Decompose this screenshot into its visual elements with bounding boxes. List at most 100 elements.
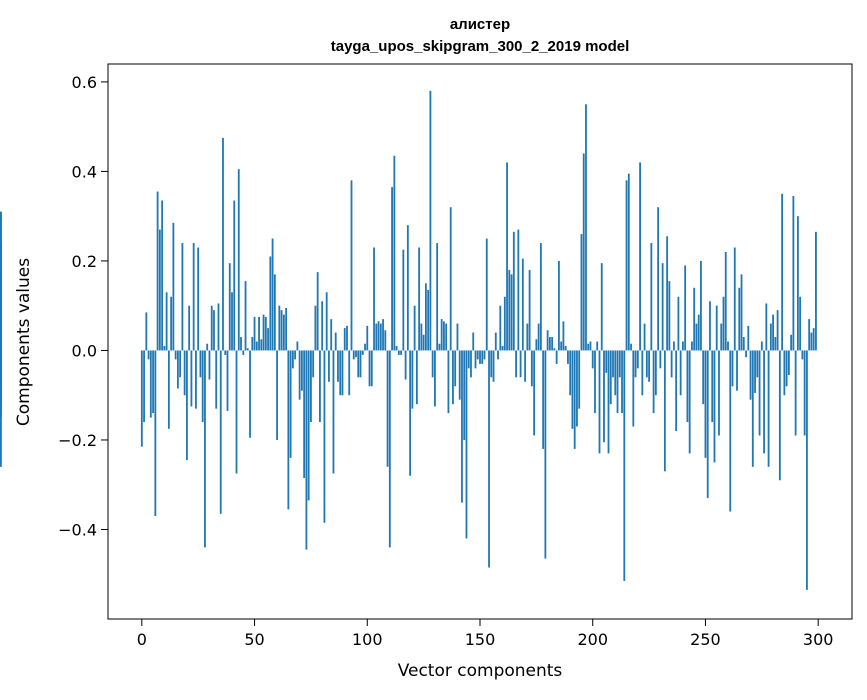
bar-111 (391, 187, 393, 351)
bar-151 (481, 350, 484, 364)
bar-278 (767, 350, 770, 467)
bar-54 (262, 314, 265, 351)
bar-202 (596, 341, 599, 351)
x-tick-label: 50 (244, 630, 264, 649)
bar-182 (551, 337, 554, 351)
bar-177 (539, 243, 542, 351)
bar-10 (163, 345, 166, 351)
bar-153 (485, 238, 488, 351)
bar-176 (537, 323, 540, 351)
bar-276 (763, 350, 765, 454)
x-tick-label: 100 (352, 630, 383, 649)
bar-191 (571, 350, 574, 429)
bar-19 (183, 350, 186, 396)
bar-195 (580, 234, 583, 351)
bar-180 (546, 330, 549, 351)
bar-166 (515, 350, 517, 378)
bar-39 (228, 263, 231, 351)
bar-230 (659, 350, 662, 369)
bar-112 (393, 155, 396, 351)
bar-263 (733, 247, 736, 351)
bar-296 (808, 319, 811, 351)
bar-46 (244, 281, 247, 351)
bar-134 (443, 321, 445, 351)
bar-292 (799, 296, 802, 351)
bar-198 (587, 343, 590, 351)
bar-162 (506, 162, 508, 351)
bar-213 (621, 350, 623, 414)
bar-75 (310, 350, 312, 423)
bar-241 (684, 265, 687, 351)
bar-156 (492, 350, 495, 382)
bar-15 (174, 350, 177, 360)
bar-64 (285, 307, 288, 351)
bar-223 (643, 323, 646, 351)
bar-295 (806, 350, 808, 590)
bar-232 (663, 350, 666, 472)
x-axis-label: Vector components (398, 661, 563, 681)
bar-144 (465, 350, 468, 539)
bar-290 (794, 350, 797, 436)
bar-14 (172, 222, 175, 351)
bar-218 (632, 350, 635, 427)
bar-228 (654, 350, 657, 396)
bar-148 (474, 350, 477, 369)
bar-2 (145, 312, 148, 351)
bar-79 (319, 350, 321, 423)
bars-group (0, 90, 817, 590)
bar-251 (706, 350, 709, 499)
bar-83 (328, 350, 330, 382)
bar-233 (666, 236, 669, 351)
bar-56 (267, 328, 269, 351)
bar-165 (512, 231, 515, 351)
bar-106 (379, 323, 382, 351)
bar-242 (686, 350, 689, 423)
bar-30 (208, 350, 211, 380)
y-tick-label: −0.4 (58, 520, 97, 539)
bar-299 (815, 231, 817, 351)
bar-161 (503, 296, 506, 351)
bar-74 (307, 350, 310, 501)
bar-73 (305, 350, 308, 550)
bar-212 (618, 350, 621, 378)
x-tick-label: 150 (465, 630, 496, 649)
bar-206 (605, 350, 608, 373)
bar-123 (418, 247, 421, 351)
bar-146 (470, 350, 472, 378)
bar-23 (192, 243, 195, 351)
bar-20 (186, 350, 188, 461)
bar-41 (233, 200, 236, 351)
bar-268 (745, 350, 747, 358)
bar-139 (454, 350, 457, 387)
bar-55 (264, 316, 267, 351)
bar-89 (341, 350, 344, 396)
bar-118 (406, 225, 409, 351)
bar-109 (386, 350, 389, 467)
bar-274 (758, 350, 761, 436)
bar-279 (769, 323, 772, 351)
bar-47 (246, 348, 249, 351)
bar-265 (738, 287, 741, 351)
x-tick-label: 200 (577, 630, 608, 649)
bar-33 (215, 350, 218, 409)
bar-93 (350, 180, 353, 351)
bar-208 (609, 350, 612, 405)
bar-283 (778, 350, 781, 481)
bar-215 (625, 180, 628, 351)
bar-199 (589, 341, 592, 351)
bar-128 (429, 90, 432, 351)
bar-1 (143, 350, 145, 423)
bar-254 (713, 350, 716, 463)
bar-34 (217, 303, 220, 351)
bar-6 (154, 350, 157, 517)
bar-62 (280, 310, 283, 351)
bar-116 (402, 249, 405, 351)
bar-163 (508, 269, 511, 351)
bar-43 (237, 169, 240, 351)
bar-269 (747, 325, 750, 351)
bar-24 (195, 350, 197, 409)
bar-104 (375, 323, 378, 351)
bar-297 (810, 332, 813, 351)
bar-225 (648, 350, 650, 382)
